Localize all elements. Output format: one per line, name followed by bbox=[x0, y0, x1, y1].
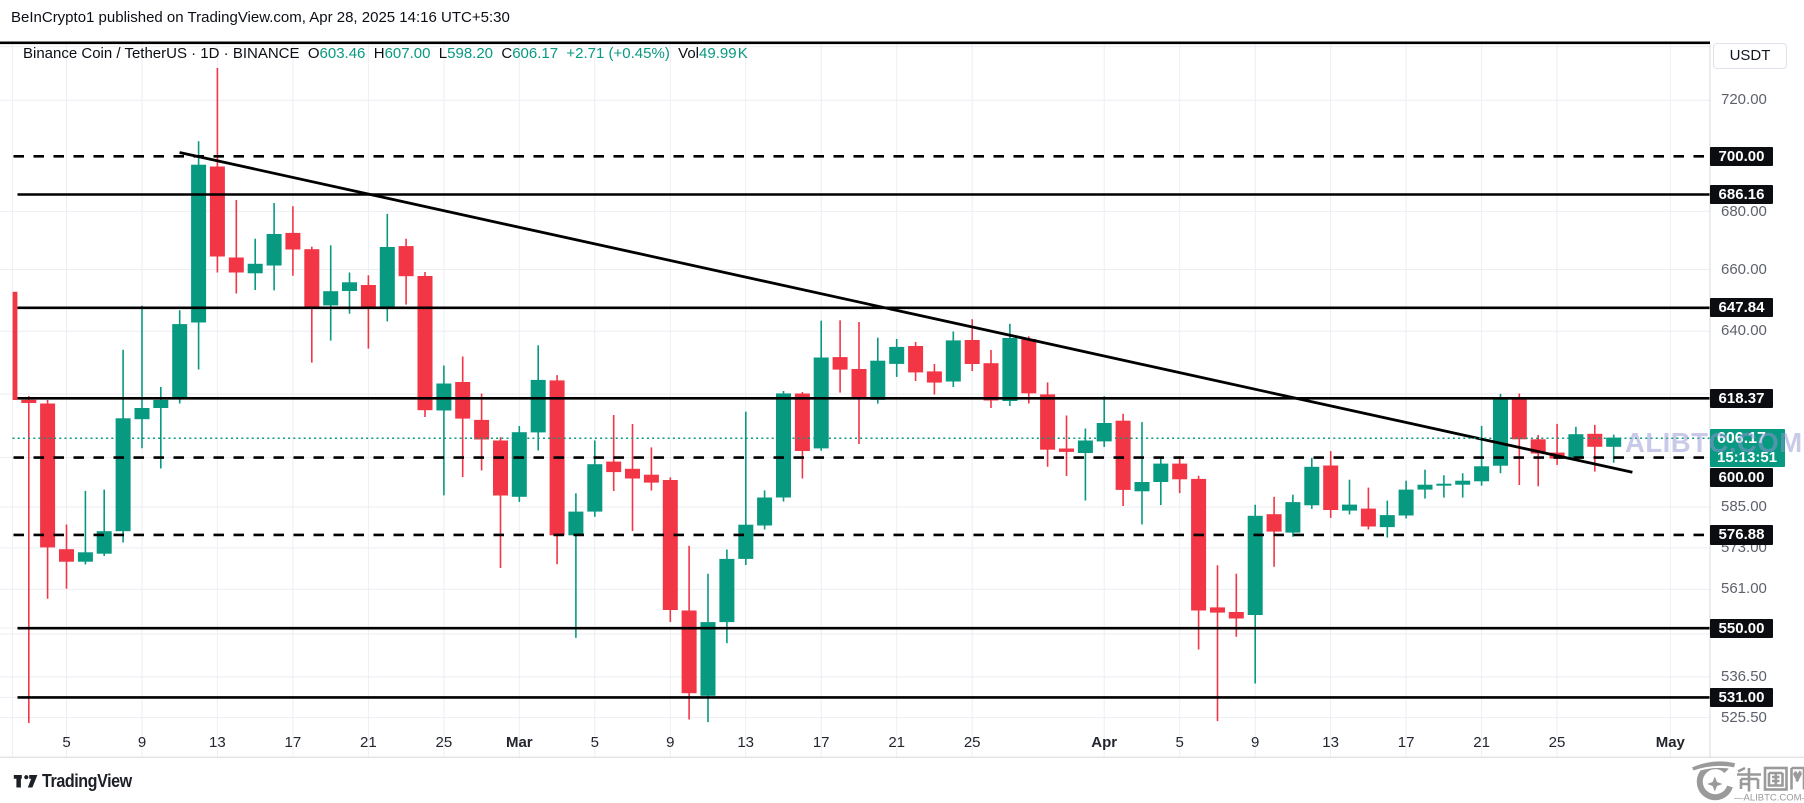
svg-text:—ALIBTC.COM—: —ALIBTC.COM— bbox=[1734, 793, 1804, 803]
